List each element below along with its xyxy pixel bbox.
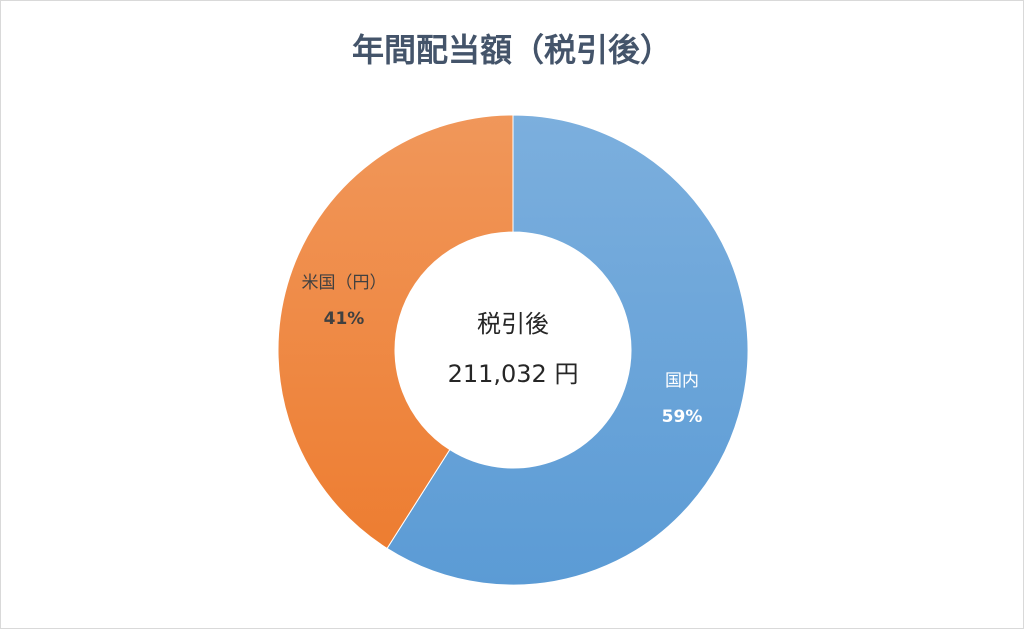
slice-value-label: 41% (324, 309, 365, 329)
slice-category-label: 米国（円） (301, 273, 386, 293)
donut-slice (386, 114, 749, 586)
chart-title: 年間配当額（税引後） (352, 31, 672, 69)
donut-slice (277, 114, 514, 550)
slice-value-label: 59% (662, 407, 703, 427)
center-text: 211,032 円 (448, 360, 579, 388)
center-title: 税引後 (477, 310, 549, 338)
slice-category-label: 国内 (665, 371, 699, 391)
